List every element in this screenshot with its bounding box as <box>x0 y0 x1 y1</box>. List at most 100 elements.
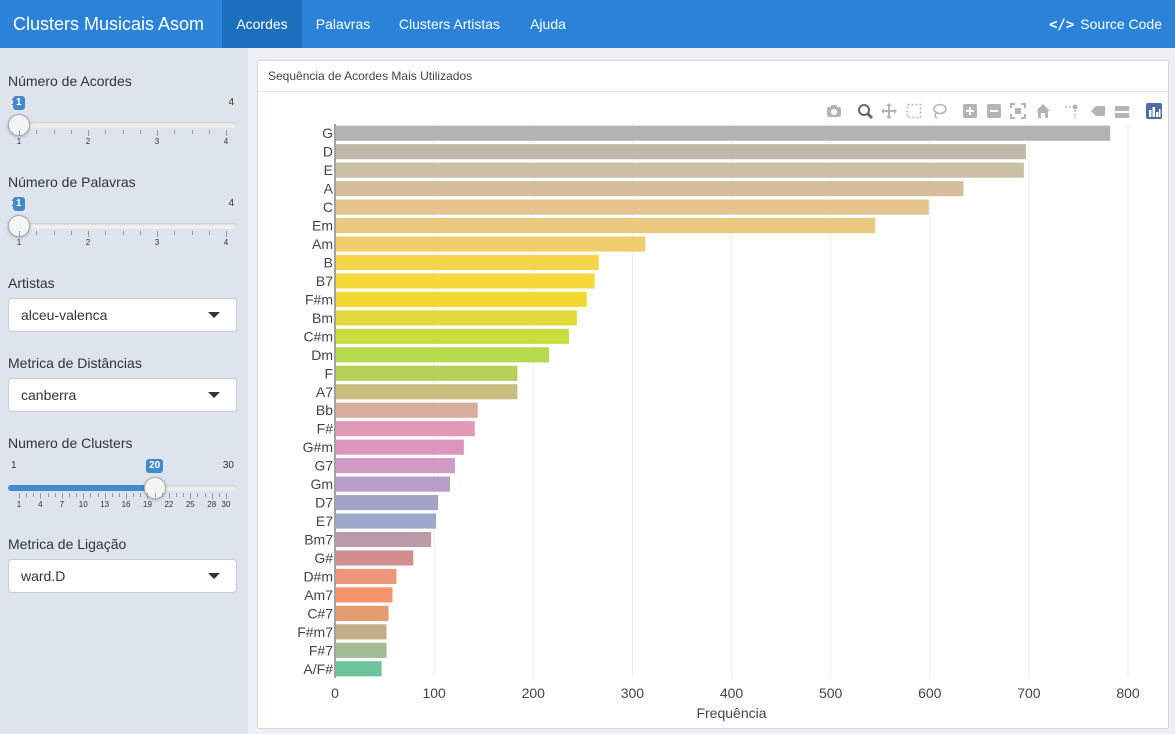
palavras-slider[interactable]: 1411234 <box>8 197 237 247</box>
tick-label: 4 <box>223 137 229 146</box>
tick-label: 30 <box>221 500 231 509</box>
bar-dm[interactable] <box>336 347 550 363</box>
y-tick-label: Am7 <box>304 587 333 603</box>
app-title: Clusters Musicais Asom <box>13 14 205 34</box>
acordes-ticks: 1 2 3 4 <box>8 130 237 146</box>
bar-a7[interactable] <box>336 384 518 400</box>
autoscale-icon[interactable] <box>1010 103 1026 119</box>
bar-d[interactable] <box>336 144 1026 160</box>
zoom-in-icon[interactable] <box>963 104 977 118</box>
tab-ajuda[interactable]: Ajuda <box>530 16 566 32</box>
major-tick <box>88 231 89 237</box>
tick-mark <box>139 130 141 134</box>
bar-c[interactable] <box>336 199 929 215</box>
bar-bm[interactable] <box>336 310 577 326</box>
major-tick <box>190 493 192 499</box>
tab-clusters-artistas[interactable]: Clusters Artistas <box>398 16 501 32</box>
bar-bm7[interactable] <box>336 531 432 548</box>
bar-g[interactable] <box>336 125 1111 141</box>
tick-mark <box>97 493 99 497</box>
bar-am7[interactable] <box>336 587 393 603</box>
palavras-track[interactable] <box>8 223 237 229</box>
x-tick-label: 100 <box>422 685 446 701</box>
clusters-slider[interactable]: 1 30 20 1 4 7 10 13 16 19 22 25 28 30 <box>8 459 237 509</box>
major-tick <box>168 493 170 499</box>
major-tick <box>83 493 85 499</box>
bar-a[interactable] <box>336 181 964 197</box>
bar-c-7[interactable] <box>336 605 389 621</box>
bar-am[interactable] <box>336 236 646 252</box>
bar-gm[interactable] <box>336 476 450 492</box>
box-select-icon[interactable] <box>906 103 922 119</box>
tab-acordes[interactable]: Acordes <box>222 0 302 48</box>
artistas-label: Artistas <box>8 275 55 291</box>
bar-d-m[interactable] <box>336 568 397 585</box>
hover-compare-icon[interactable] <box>1115 106 1129 118</box>
major-tick <box>157 231 158 237</box>
bar-a-f-[interactable] <box>336 661 382 677</box>
bar-g-m[interactable] <box>336 439 464 455</box>
bar-g-[interactable] <box>336 550 414 566</box>
x-tick-label: 300 <box>621 685 645 701</box>
bar-e[interactable] <box>336 162 1024 178</box>
bar-d7[interactable] <box>336 494 439 511</box>
tick-mark <box>174 130 176 134</box>
x-tick-label: 400 <box>720 685 744 701</box>
bar-f-m7[interactable] <box>336 624 387 640</box>
tick-label: 4 <box>223 238 229 247</box>
bar-f[interactable] <box>336 365 518 381</box>
y-tick-label: G7 <box>314 458 333 474</box>
y-tick-label: G# <box>314 550 333 566</box>
spike-lines-icon[interactable] <box>1065 104 1078 119</box>
y-tick-label: C#7 <box>307 605 333 621</box>
bar-em[interactable] <box>336 217 876 234</box>
clusters-handle[interactable] <box>143 477 166 499</box>
lasso-icon[interactable] <box>933 103 947 119</box>
palavras-value-badge: 1 <box>13 197 25 211</box>
tick-label: 19 <box>143 500 152 509</box>
acordes-track[interactable] <box>8 122 237 128</box>
tab-palavras[interactable]: Palavras <box>315 16 371 32</box>
tick-mark <box>122 130 124 134</box>
distancia-label: Metrica de Distâncias <box>8 355 142 371</box>
bar-e7[interactable] <box>336 513 437 529</box>
acordes-slider[interactable]: 1411234 <box>8 96 237 146</box>
y-tick-label: Gm <box>310 476 333 492</box>
pan-icon[interactable] <box>881 103 897 119</box>
y-tick-label: Dm <box>311 347 333 363</box>
y-tick-label: F <box>324 365 333 381</box>
x-tick-label: 800 <box>1116 685 1140 701</box>
zoom-icon[interactable] <box>858 104 874 120</box>
bar-c-m[interactable] <box>336 328 569 344</box>
camera-icon[interactable] <box>827 105 841 117</box>
tick-mark <box>174 231 176 235</box>
y-tick-label: D <box>323 144 333 160</box>
tick-mark <box>154 493 156 497</box>
bar-b7[interactable] <box>336 273 595 289</box>
ligacao-select[interactable]: ward.D <box>8 559 237 593</box>
y-tick-label: F#m7 <box>297 624 333 640</box>
x-tick-label: 600 <box>918 685 942 701</box>
bar-b[interactable] <box>336 254 599 271</box>
tick-mark <box>111 493 113 497</box>
artistas-value: alceu-valenca <box>21 307 108 323</box>
tick-mark <box>191 231 193 235</box>
tick-mark <box>208 130 210 134</box>
tick-label: 13 <box>100 500 110 509</box>
tick-mark <box>218 493 220 497</box>
bar-bb[interactable] <box>336 402 478 418</box>
bar-f-7[interactable] <box>336 642 387 658</box>
reset-axes-icon[interactable] <box>1036 104 1050 118</box>
palavras-ticks: 1 2 3 4 <box>8 231 237 247</box>
distancia-select[interactable]: canberra <box>8 378 237 412</box>
artistas-select[interactable]: alceu-valenca <box>8 298 237 332</box>
source-code-link[interactable]: </> Source Code <box>1049 0 1162 48</box>
bar-g7[interactable] <box>336 458 455 474</box>
zoom-out-icon[interactable] <box>987 104 1001 118</box>
bar-f-m[interactable] <box>336 291 587 308</box>
tick-mark <box>70 130 72 134</box>
bar-f-[interactable] <box>336 421 475 437</box>
y-tick-label: B <box>324 255 333 271</box>
plotly-logo-icon[interactable] <box>1146 103 1162 119</box>
hover-closest-icon[interactable] <box>1091 106 1105 116</box>
